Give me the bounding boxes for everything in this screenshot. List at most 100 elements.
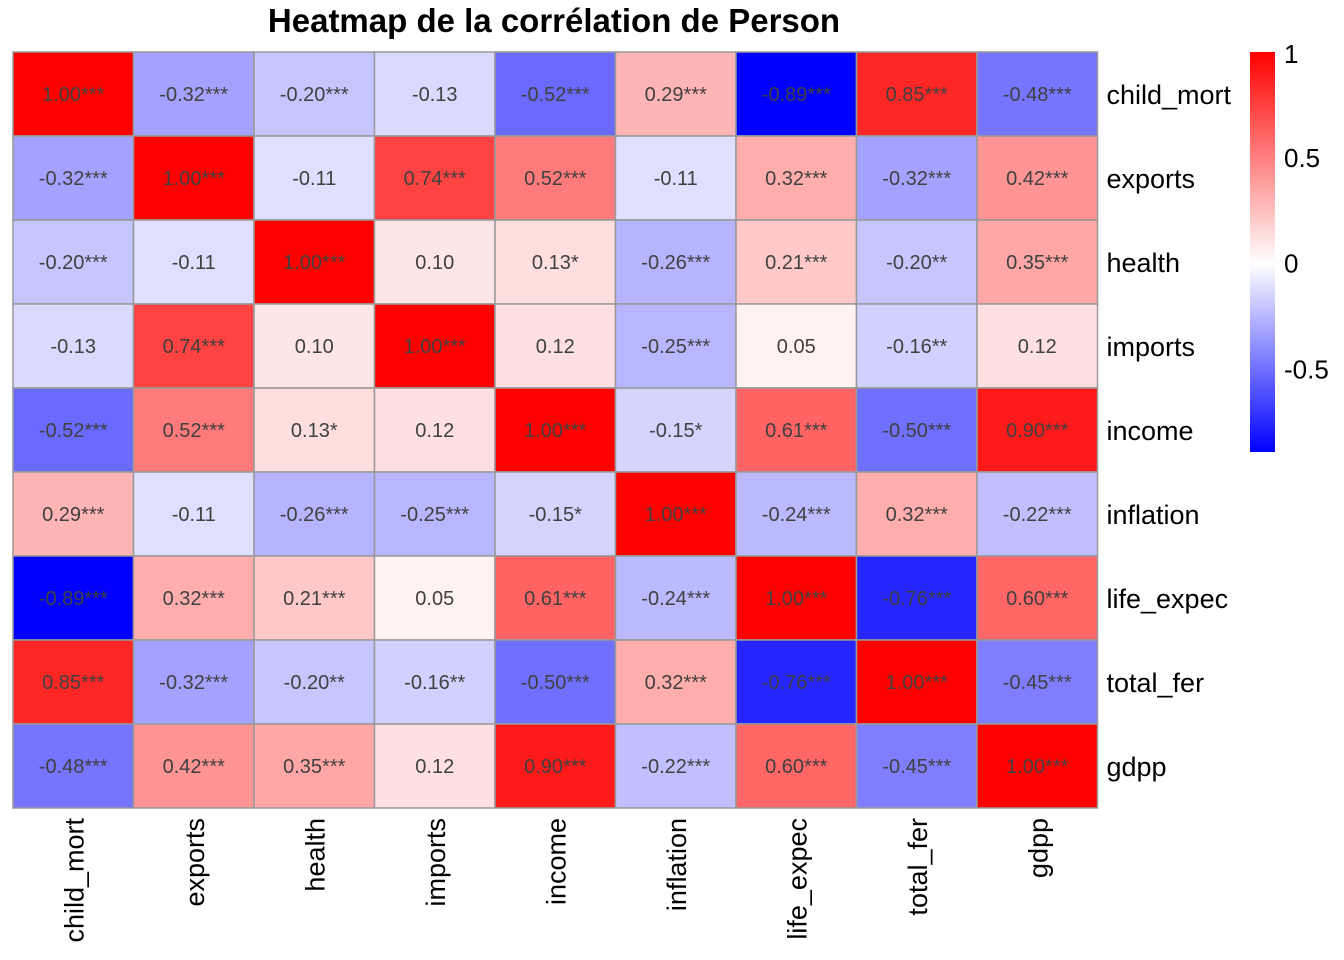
heatmap-cell	[735, 471, 858, 557]
cell-value-label: -0.45***	[1003, 672, 1072, 694]
heatmap-cell	[253, 303, 376, 389]
cell-value-label: -0.11	[292, 168, 336, 190]
heatmap-cell	[373, 639, 496, 725]
cell-value-label: -0.48***	[39, 756, 108, 778]
cell-value-label: -0.26***	[280, 504, 349, 526]
cell-value-label: -0.22***	[1003, 504, 1072, 526]
heatmap-cell	[253, 135, 376, 221]
cell-value-label: 0.32***	[645, 672, 707, 694]
cell-value-label: -0.50***	[882, 420, 951, 442]
heatmap-cell	[976, 135, 1099, 221]
cell-value-label: -0.20**	[284, 672, 345, 694]
cell-value-label: -0.20***	[39, 252, 108, 274]
heatmap-cell	[735, 723, 858, 809]
heatmap-cell-labels: 1.00*** -0.32*** -0.20*** -0.13 -0.52*** 0.29…	[39, 84, 1072, 778]
heatmap-cell	[494, 219, 617, 305]
heatmap-cell	[976, 219, 1099, 305]
cell-value-label: 0.12	[415, 756, 454, 778]
cell-value-label: -0.89***	[762, 84, 831, 106]
column-label: imports	[421, 818, 451, 907]
heatmap-cell	[12, 219, 135, 305]
row-label: inflation	[1107, 500, 1200, 530]
cell-value-label: -0.76***	[762, 672, 831, 694]
heatmap-cell	[735, 387, 858, 473]
cell-value-label: 0.29***	[42, 504, 104, 526]
cell-value-label: -0.32***	[882, 168, 951, 190]
row-label: total_fer	[1107, 668, 1205, 698]
heatmap-cell	[132, 639, 255, 725]
heatmap-cell	[976, 51, 1099, 137]
cell-value-label: -0.11	[654, 168, 698, 190]
legend-tick-label: 0	[1284, 249, 1298, 279]
cell-value-label: 0.13*	[532, 252, 579, 274]
cell-value-label: 0.05	[777, 336, 816, 358]
heatmap-cell	[494, 723, 617, 809]
heatmap-cell	[132, 219, 255, 305]
heatmap-cell	[614, 219, 737, 305]
heatmap-cell	[253, 51, 376, 137]
row-label: exports	[1107, 164, 1196, 194]
cell-value-label: 0.85***	[886, 84, 948, 106]
heatmap-cells	[12, 51, 1099, 809]
heatmap-cell	[855, 219, 978, 305]
legend-color-bar	[1250, 52, 1275, 452]
heatmap-cell	[614, 555, 737, 641]
heatmap-cell	[132, 471, 255, 557]
cell-value-label: -0.13	[412, 84, 458, 106]
heatmap-cell	[373, 135, 496, 221]
cell-value-label: 1.00***	[42, 84, 104, 106]
heatmap-cell	[132, 303, 255, 389]
chart-title: Heatmap de la corrélation de Person	[267, 2, 841, 39]
cell-value-label: -0.32***	[39, 168, 108, 190]
cell-value-label: 1.00***	[765, 588, 827, 610]
cell-value-label: -0.48***	[1003, 84, 1072, 106]
heatmap-cell	[12, 723, 135, 809]
cell-value-label: 0.74***	[404, 168, 466, 190]
cell-value-label: 0.61***	[524, 588, 586, 610]
heatmap-cell	[132, 555, 255, 641]
cell-value-label: 1.00***	[283, 252, 345, 274]
cell-value-label: 0.90***	[524, 756, 586, 778]
cell-value-label: -0.52***	[521, 84, 590, 106]
cell-value-label: 0.21***	[283, 588, 345, 610]
cell-value-label: -0.24***	[762, 504, 831, 526]
cell-value-label: -0.16**	[404, 672, 465, 694]
heatmap-cell	[976, 303, 1099, 389]
cell-value-label: -0.24***	[641, 588, 710, 610]
heatmap-cell	[855, 135, 978, 221]
cell-value-label: 0.21***	[765, 252, 827, 274]
cell-value-label: -0.20***	[280, 84, 349, 106]
heatmap-cell	[735, 135, 858, 221]
cell-value-label: -0.32***	[159, 672, 228, 694]
heatmap-cell	[855, 387, 978, 473]
row-label: child_mort	[1107, 80, 1232, 110]
cell-value-label: 0.10	[415, 252, 454, 274]
row-label: gdpp	[1107, 752, 1167, 782]
heatmap-cell	[735, 219, 858, 305]
cell-value-label: 0.60***	[1006, 588, 1068, 610]
heatmap-cell	[12, 555, 135, 641]
cell-value-label: -0.13	[50, 336, 96, 358]
heatmap-cell	[12, 471, 135, 557]
cell-value-label: -0.11	[172, 252, 216, 274]
heatmap-cell	[253, 471, 376, 557]
cell-value-label: -0.32***	[159, 84, 228, 106]
heatmap-cell	[494, 555, 617, 641]
heatmap-cell	[855, 555, 978, 641]
column-label: child_mort	[59, 818, 89, 943]
cell-value-label: -0.89***	[39, 588, 108, 610]
cell-value-label: 0.29***	[645, 84, 707, 106]
column-label: health	[300, 818, 330, 892]
cell-value-label: 0.05	[415, 588, 454, 610]
heatmap-cell	[132, 51, 255, 137]
cell-value-label: 0.32***	[163, 588, 225, 610]
cell-value-label: -0.76***	[882, 588, 951, 610]
legend-tick-label: -0.5	[1284, 354, 1329, 384]
heatmap-cell	[494, 471, 617, 557]
column-label: exports	[180, 818, 210, 907]
cell-value-label: 0.42***	[163, 756, 225, 778]
cell-value-label: -0.15*	[649, 420, 703, 442]
cell-value-label: 0.12	[1018, 336, 1057, 358]
cell-value-label: -0.45***	[882, 756, 951, 778]
